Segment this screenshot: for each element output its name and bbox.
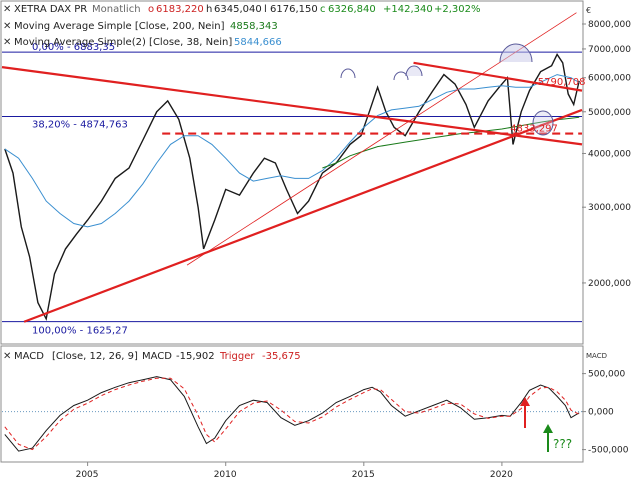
- x-tick-label-1: 2010: [214, 470, 237, 480]
- price-y-tick-label-1: 3000,000: [588, 203, 631, 213]
- x-tick-label-2: 2015: [352, 470, 375, 480]
- macd-y-tick-label-0: 500,000: [588, 370, 625, 380]
- downtrend-line: [1, 66, 583, 146]
- macd-toggle-icon[interactable]: ✕: [3, 351, 11, 362]
- ma200-toggle-icon[interactable]: ✕: [3, 21, 11, 32]
- high-marker-2018a: [393, 71, 409, 81]
- uptrend-line: [23, 108, 583, 323]
- fib-label-0: 0,00% - 6883,35: [32, 42, 115, 53]
- fibonacci-levels: [2, 51, 582, 323]
- macd-y-tick-label-2: -500,000: [588, 446, 629, 456]
- macd-y-axis: 500,000 0,000 -500,000: [582, 370, 629, 456]
- price-panel: [0, 0, 584, 345]
- interval-label: Monatlich: [92, 4, 141, 15]
- price-label-1: 4833,297: [510, 123, 558, 134]
- macd-arrows: ???: [520, 397, 572, 452]
- price-y-tick-label-0: 2000,000: [588, 279, 631, 289]
- series-ma38: [4, 74, 580, 228]
- high-marker-2018b: [405, 65, 423, 77]
- series-price: [4, 52, 580, 322]
- price-y-tick-label-5: 7000,000: [588, 45, 631, 55]
- macd-y-tick-label-1: 0,000: [588, 408, 614, 418]
- open-value: 6183,220: [156, 4, 204, 15]
- x-axis: 2005 2010 2015 2020: [76, 462, 513, 480]
- price-y-tick-label-3: 5000,000: [588, 108, 631, 118]
- high-marker-2021: [499, 43, 533, 63]
- collapse-icon[interactable]: ✕: [3, 4, 11, 15]
- chart-title: XETRA DAX PR: [14, 4, 87, 15]
- change-value: +142,340: [383, 4, 433, 15]
- ma38-toggle-icon[interactable]: ✕: [3, 37, 11, 48]
- macd-series-macd: [4, 376, 580, 452]
- trigger-label: Trigger: [219, 351, 255, 362]
- ma200-legend-text: Moving Average Simple [Close, 200, Nein]: [14, 21, 225, 32]
- macd-value: -15,902: [176, 351, 215, 362]
- low-circle-marker: [532, 110, 554, 136]
- macd-panel-label: MACD: [586, 352, 607, 360]
- macd-name: MACD: [142, 351, 172, 362]
- price-label-0: 5790,708: [538, 77, 586, 88]
- upper-channel-line: [413, 61, 583, 92]
- macd-panel: [0, 345, 584, 463]
- green-arrow-head: [543, 424, 553, 433]
- price-y-axis: 2000,000 3000,000 4000,000 5000,000 6000,000…: [582, 20, 631, 289]
- high-value: 6345,040: [214, 4, 262, 15]
- price-y-tick-label-6: 8000,000: [588, 20, 631, 30]
- x-tick-label-3: 2020: [490, 470, 513, 480]
- macd-title: MACD: [14, 351, 44, 362]
- ma38-legend-text: Moving Average Simple(2) [Close, 38, Nei…: [14, 37, 232, 48]
- macd-series-trigger: [4, 377, 580, 451]
- close-value: 6326,840: [328, 4, 376, 15]
- price-y-tick-label-4: 6000,000: [588, 74, 631, 84]
- price-labels-group: 5790,708 4833,297: [510, 77, 585, 134]
- close-label: c: [320, 4, 326, 15]
- fib-label-2: 100,00% - 1625,27: [32, 326, 128, 337]
- price-y-tick-label-2: 4000,000: [588, 149, 631, 159]
- currency-label: €: [586, 6, 591, 15]
- macd-header: ✕ MACD [Close, 12, 26, 9] MACD -15,902 T…: [3, 351, 301, 362]
- macd-series-group: [4, 376, 580, 452]
- macd-params: [Close, 12, 26, 9]: [52, 351, 138, 362]
- low-label: l: [264, 4, 267, 15]
- high-label: h: [206, 4, 212, 15]
- high-markers: [340, 43, 533, 81]
- red-arrow-head: [520, 397, 530, 406]
- trigger-value: -35,675: [262, 351, 301, 362]
- change-pct-value: +2,302%: [434, 4, 481, 15]
- x-tick-label-0: 2005: [76, 470, 99, 480]
- high-marker-2015: [340, 68, 356, 79]
- fib-labels-group: 0,00% - 6883,35 38,20% - 4874,763 100,00% …: [32, 42, 128, 337]
- fib-label-1: 38,20% - 4874,763: [32, 120, 128, 131]
- ma38-legend-value: 5844,666: [234, 37, 282, 48]
- low-value: 6176,150: [270, 4, 318, 15]
- question-annotation: ???: [553, 437, 572, 451]
- chart-header: ✕ XETRA DAX PR Monatlich o 6183,220 h 63…: [3, 4, 481, 48]
- open-label: o: [148, 4, 154, 15]
- ma200-legend-value: 4858,343: [230, 21, 278, 32]
